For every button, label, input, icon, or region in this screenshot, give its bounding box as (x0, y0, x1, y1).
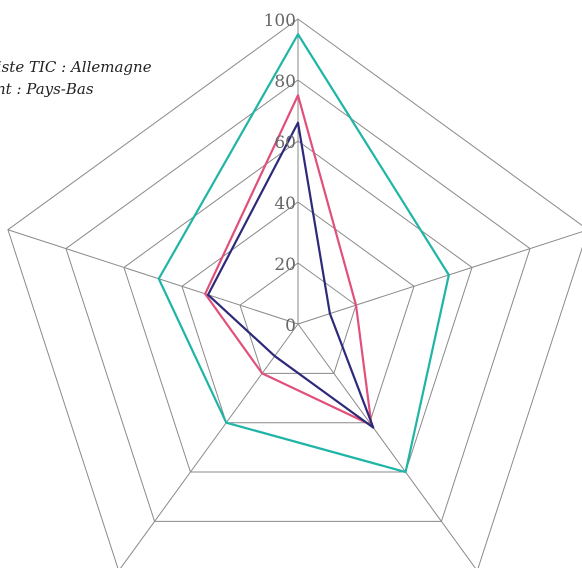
tick-label-60: 60 (274, 133, 296, 153)
grid-ring-100 (7, 18, 582, 568)
series-line-2 (204, 94, 373, 427)
radial-tick-labels: 0 20 40 60 80 100 (264, 11, 296, 336)
tick-label-0: 0 (285, 316, 296, 336)
axis-spoke-2 (297, 231, 582, 325)
legend-line-2: nt : Pays-Bas (0, 80, 94, 98)
tick-label-40: 40 (274, 194, 296, 214)
radar-grid (7, 18, 582, 568)
grid-ring-80 (65, 79, 531, 522)
tick-label-80: 80 (274, 72, 296, 92)
legend-line-1: liste TIC : Allemagne (0, 58, 152, 76)
axis-spoke-4 (120, 323, 299, 568)
tick-label-100: 100 (264, 11, 296, 31)
tick-label-20: 20 (274, 255, 296, 275)
grid-ring-60 (123, 140, 473, 473)
axis-spoke-3 (297, 323, 476, 568)
radar-series (157, 33, 450, 474)
series-line-1 (157, 33, 450, 474)
axis-spoke-5 (7, 229, 299, 325)
series-line-3 (206, 121, 375, 429)
grid-ring-40 (181, 201, 415, 424)
